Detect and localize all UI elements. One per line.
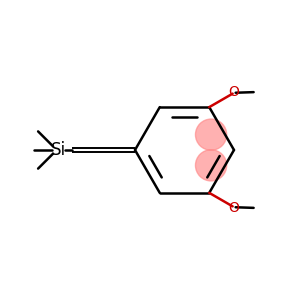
Circle shape: [196, 119, 227, 150]
Text: O: O: [229, 85, 240, 99]
Circle shape: [196, 150, 227, 181]
Text: Si: Si: [51, 141, 66, 159]
Text: O: O: [229, 201, 240, 215]
